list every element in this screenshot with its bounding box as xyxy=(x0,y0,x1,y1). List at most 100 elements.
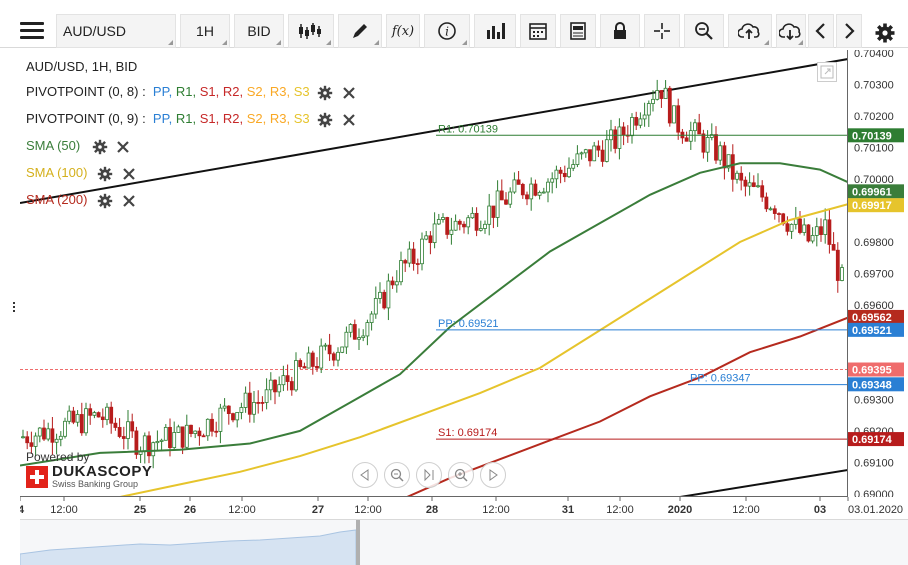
time-label-2: 25 xyxy=(134,504,146,516)
price-tick-4: 0.70000 xyxy=(854,174,894,186)
legend-pivot-1[interactable]: PIVOTPOINT (0, 8) : PP, R1, S1, R2, S2, … xyxy=(26,83,357,101)
gear-icon[interactable] xyxy=(97,166,113,182)
crosshair-button[interactable] xyxy=(644,14,680,48)
expand-chart-button[interactable] xyxy=(817,62,837,82)
candle-body xyxy=(289,381,294,391)
triangle-left-icon xyxy=(360,469,369,481)
gear-icon[interactable] xyxy=(92,139,108,155)
candle-body xyxy=(71,410,76,423)
side-select[interactable]: BID xyxy=(234,14,284,48)
candle-body xyxy=(445,217,450,235)
candle-body xyxy=(411,248,416,264)
time-label-3: 26 xyxy=(184,504,196,516)
candle-body xyxy=(747,182,752,187)
sma100-label: SMA (100) xyxy=(26,165,88,180)
calendar-button[interactable] xyxy=(520,14,556,48)
candle-body xyxy=(789,223,794,232)
candle-body xyxy=(378,291,382,299)
price-tick-1: 0.70300 xyxy=(854,80,894,92)
close-icon[interactable] xyxy=(341,85,357,101)
candle-body xyxy=(688,130,693,142)
download-button[interactable] xyxy=(776,14,806,48)
symbol-select[interactable]: AUD/USD xyxy=(56,14,176,48)
gear-icon[interactable] xyxy=(317,85,333,101)
chart-type-button[interactable] xyxy=(288,14,334,48)
pivot-2-name: PIVOTPOINT (0, 9) xyxy=(26,111,139,126)
candle-body xyxy=(495,190,500,218)
settings-button[interactable] xyxy=(874,22,896,44)
candle-body xyxy=(718,145,723,161)
legend-sma50[interactable]: SMA (50) xyxy=(26,137,131,155)
time-label-1: 12:00 xyxy=(50,504,78,516)
time-label-9: 31 xyxy=(562,504,574,516)
price-badge-3 xyxy=(848,309,904,324)
trendline-upper[interactable] xyxy=(20,58,848,204)
candle-body xyxy=(512,179,517,193)
price-badge-7 xyxy=(848,432,904,447)
draw-button[interactable] xyxy=(338,14,382,48)
report-button[interactable] xyxy=(560,14,596,48)
price-axis[interactable]: 0.70400 0.70300 0.70200 0.70100 0.70000 0.698… xyxy=(848,50,908,497)
left-resize-grip[interactable] xyxy=(12,300,16,320)
zoom-out-button[interactable] xyxy=(384,462,410,488)
candle-body xyxy=(537,192,542,196)
trendline-lower[interactable] xyxy=(679,469,848,497)
candle-body xyxy=(67,410,72,422)
gear-icon[interactable] xyxy=(317,112,333,128)
navigator-handle[interactable] xyxy=(356,520,360,565)
candle-body xyxy=(550,178,555,183)
candle-body xyxy=(478,228,483,231)
scroll-back-button[interactable] xyxy=(352,462,378,488)
candle-body xyxy=(180,426,185,448)
candle-body xyxy=(735,172,739,180)
function-button[interactable]: f(x) xyxy=(386,14,420,48)
scroll-right-button[interactable] xyxy=(836,14,862,48)
candle-body xyxy=(294,360,298,391)
time-label-5: 27 xyxy=(312,504,324,516)
price-tick-6: 0.69700 xyxy=(854,269,894,281)
price-chart[interactable]: R1: 0.70139 PP: 0.69521 PP: 0.69347 S1: 0.6… xyxy=(20,50,848,497)
close-icon[interactable] xyxy=(115,139,131,155)
candle-body xyxy=(667,87,672,124)
candle-body xyxy=(529,183,534,200)
zoom-in-button[interactable] xyxy=(448,462,474,488)
scroll-forward-button[interactable] xyxy=(480,462,506,488)
lock-button[interactable] xyxy=(600,14,640,48)
pivot-2-sep: : xyxy=(138,111,150,126)
pivot-1-r3: R3, xyxy=(269,84,291,99)
price-tick-3: 0.70100 xyxy=(854,143,894,155)
candle-body xyxy=(487,205,492,225)
legend-sma100[interactable]: SMA (100) xyxy=(26,164,137,182)
indicators-button[interactable] xyxy=(474,14,516,48)
fit-button[interactable] xyxy=(416,462,442,488)
candle-body xyxy=(533,183,538,196)
time-label-7: 28 xyxy=(426,504,438,516)
candle-body xyxy=(96,412,101,418)
close-icon[interactable] xyxy=(341,112,357,128)
expand-icon xyxy=(820,65,834,79)
legend-sma200[interactable]: SMA (200) xyxy=(26,191,137,209)
candle-body xyxy=(247,392,252,415)
price-badge-label-6: 0.69348 xyxy=(852,379,892,391)
candle-body xyxy=(285,375,290,382)
close-icon[interactable] xyxy=(121,193,137,209)
info-button[interactable]: i xyxy=(424,14,470,48)
candle-body xyxy=(499,190,504,201)
close-icon[interactable] xyxy=(121,166,137,182)
zoom-button[interactable] xyxy=(684,14,724,48)
gear-icon[interactable] xyxy=(97,193,113,209)
candle-body xyxy=(218,407,223,432)
navigator[interactable] xyxy=(19,519,908,565)
candle-body xyxy=(394,281,399,286)
price-badge-label-7: 0.69174 xyxy=(852,434,893,446)
legend-pivot-2[interactable]: PIVOTPOINT (0, 9) : PP, R1, S1, R2, S2, … xyxy=(26,110,357,128)
price-badge-6 xyxy=(848,377,904,392)
period-select[interactable]: 1H xyxy=(180,14,230,48)
price-tick-8: 0.69300 xyxy=(854,394,894,406)
candle-body xyxy=(546,181,550,193)
price-tick-0: 0.70400 xyxy=(854,50,894,60)
upload-button[interactable] xyxy=(728,14,772,48)
time-axis[interactable]: 4 12:00 25 26 12:00 27 12:00 28 12:00 31 12:00 2020… xyxy=(20,497,908,519)
scroll-left-button[interactable] xyxy=(808,14,834,48)
menu-icon[interactable] xyxy=(20,22,44,42)
